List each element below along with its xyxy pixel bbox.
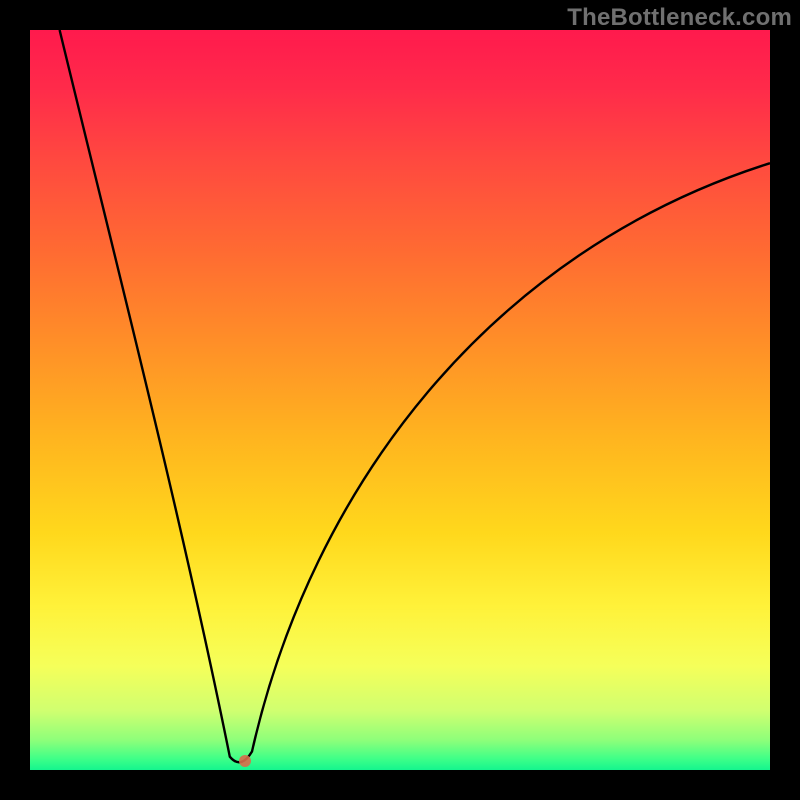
- bottleneck-curve: [30, 30, 770, 770]
- watermark-text: TheBottleneck.com: [567, 4, 792, 32]
- plot-area: [30, 30, 770, 770]
- optimal-point-marker: [239, 755, 251, 767]
